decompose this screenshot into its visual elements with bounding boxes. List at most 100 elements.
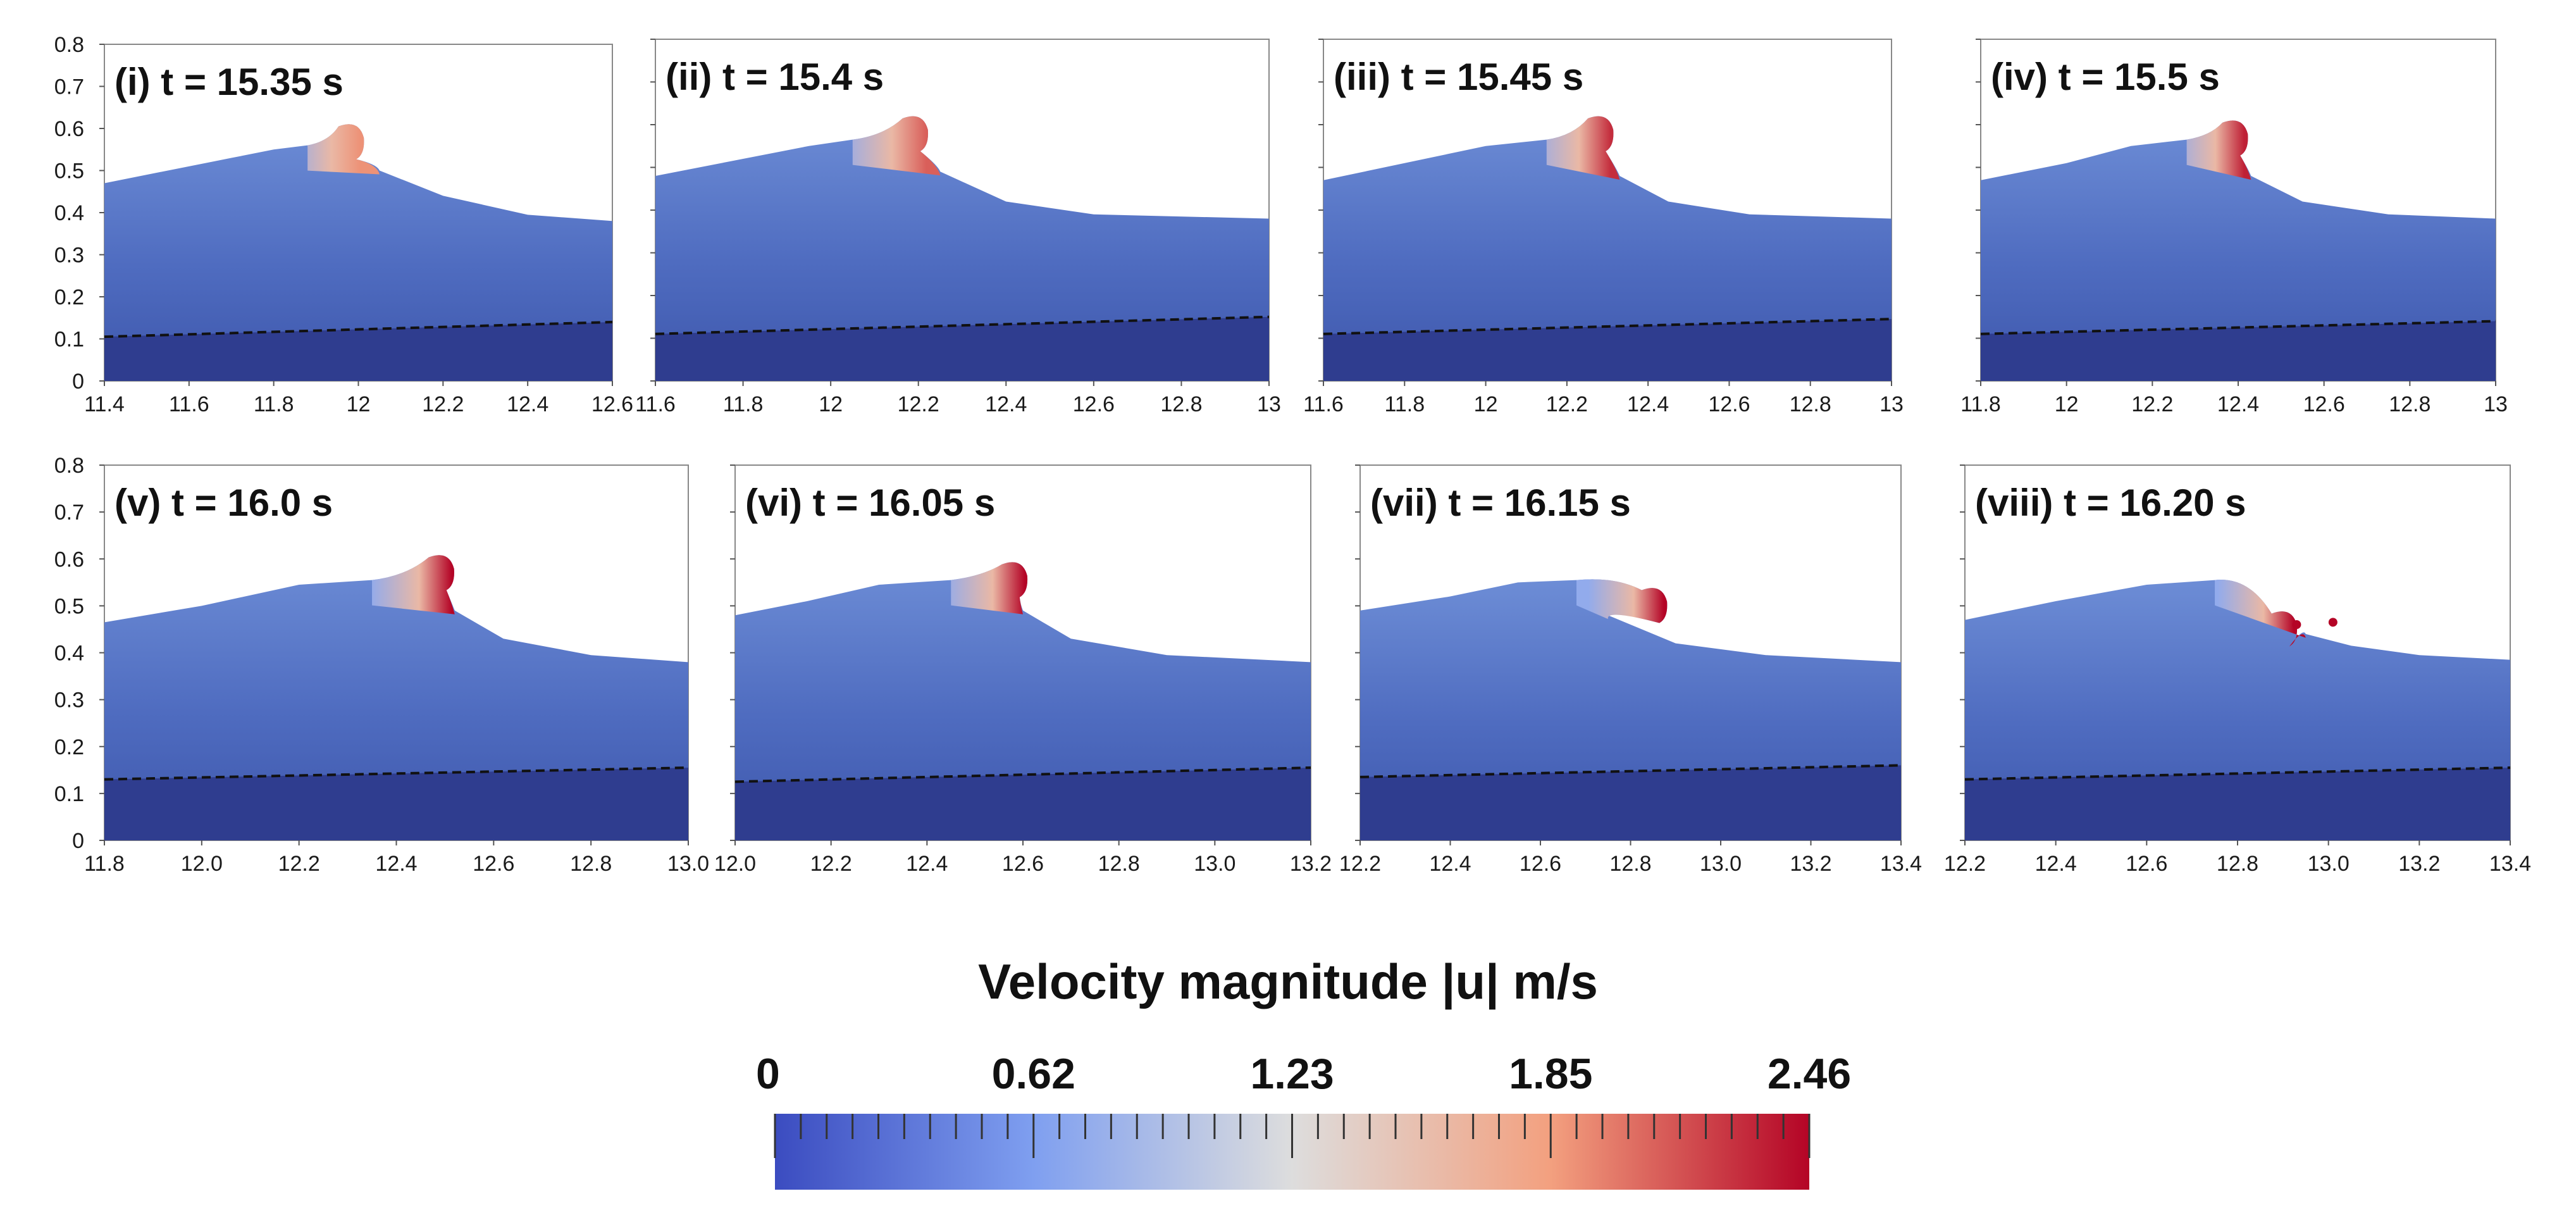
water-droplet [2292,620,2301,630]
panel-6: 12.0 12.2 12.4 12.6 12.8 13.0 13.2 (vi) t = 16.… [714,464,1332,876]
panel-5: 11.8 12.0 12.2 12.4 12.6 12.8 13.0 0 0.1 0.2 0.3 0.… [54,454,709,876]
colorbar-tick-label: 0.62 [992,1050,1075,1098]
panel-label: (viii) t = 16.20 s [1975,482,2246,524]
y-tick-label: 0.5 [54,594,84,618]
bed-dashed-line [1359,764,1902,778]
bed-dashed-line [655,315,1270,335]
y-tick-label: 0.5 [54,159,84,184]
y-tick-label: 0.4 [54,642,84,666]
wave-crest [2186,120,2251,180]
x-tick-label: 11.8 [723,392,764,416]
panel-1: 11.4 11.6 11.8 12 12.2 12.4 12.6 0 0.1 0.2 0.3 0.4 0… [54,33,633,416]
y-tick-label: 0.6 [54,547,84,571]
bottom-layer [1360,765,1901,840]
wave-crest [372,555,455,614]
panel-label: (ii) t = 15.4 s [666,56,884,98]
x-tick-label: 12.8 [570,852,612,876]
wave-crest [852,116,941,176]
panel-2: 11.6 11.8 12 12.2 12.4 12.6 12.8 13 (ii) t = 15.… [635,39,1281,416]
x-tick-label: 12.4 [375,852,417,876]
x-tick-label: 12.4 [906,852,948,876]
y-tick-label: 0.8 [54,33,84,57]
x-tick-label: 12.6 [591,392,633,416]
bed-dashed-line [734,766,1311,783]
x-tick-label: 12.2 [898,392,939,416]
panel-label: (v) t = 16.0 s [115,482,333,524]
x-tick-label: 12.4 [507,392,548,416]
panel-label: (vi) t = 16.05 s [745,482,995,524]
x-tick-label: 13.2 [1290,852,1332,876]
x-tick-label: 12.2 [278,852,320,876]
bottom-layer [1981,321,2496,381]
colorbar: Velocity magnitude |u| m/s 0 0.62 1.23 1.85… [756,954,1851,1190]
y-tick-label: 0.1 [54,328,84,352]
x-tick-label: 13.0 [2308,852,2350,876]
x-tick-label: 12.4 [2035,852,2077,876]
x-tick-label: 12.4 [1429,852,1471,876]
x-tick-label: 11.4 [84,392,125,416]
water-droplet [2328,618,2338,627]
x-tick-label: 13.4 [2489,852,2531,876]
water-body [1323,116,1892,382]
x-tick-label: 11.6 [635,392,676,416]
wave-crest [1546,116,1620,180]
x-tick-label: 11.6 [169,392,209,416]
wave-crest [307,124,380,175]
x-tick-label: 12.2 [810,852,852,876]
x-tick-label: 12.6 [1520,852,1561,876]
y-tick-label: 0.8 [54,454,84,478]
x-tick-label: 12.8 [2217,852,2258,876]
x-tick-label: 12.6 [2303,392,2345,416]
x-tick-label: 13.2 [2398,852,2440,876]
x-tick-label: 13 [1257,392,1281,416]
bottom-layer [655,316,1269,381]
x-tick-label: 12 [1474,392,1498,416]
panel-3: 11.6 11.8 12 12.2 12.4 12.6 12.8 13 (iii) t = 15… [1303,39,1904,416]
colorbar-tick-label: 2.46 [1768,1050,1851,1098]
x-tick-label: 13 [2484,392,2508,416]
x-tick-label: 12.2 [1546,392,1588,416]
panel-label: (i) t = 15.35 s [115,61,344,103]
y-tick-label: 0.1 [54,782,84,806]
bottom-layer [104,768,688,840]
x-tick-label: 12.2 [1944,852,1986,876]
bed-dashed-line [1980,320,2496,335]
y-tick-label: 0.2 [54,735,84,759]
bottom-layer [1323,319,1892,381]
x-tick-label: 11.8 [1960,392,2001,416]
x-tick-label: 12 [2055,392,2079,416]
bottom-layer [735,768,1311,840]
y-tick-label: 0 [72,370,84,394]
y-tick-label: 0.4 [54,201,84,225]
x-tick-label: 13.0 [667,852,709,876]
water-body [655,116,1269,382]
x-tick-label: 11.8 [84,852,125,876]
water-body [104,124,612,381]
x-tick-label: 11.6 [1303,392,1344,416]
wave-crest [951,562,1028,614]
panel-label: (iii) t = 15.45 s [1334,56,1583,98]
x-tick-label: 12.6 [2126,852,2167,876]
x-tick-label: 12.2 [2131,392,2173,416]
x-tick-label: 12.4 [2217,392,2259,416]
colorbar-title: Velocity magnitude |u| m/s [978,954,1598,1009]
y-tick-label: 0.6 [54,117,84,141]
x-tick-label: 12.8 [1098,852,1140,876]
panel-4: 11.8 12 12.2 12.4 12.6 12.8 13 (iv) t = 15.5 s [1960,39,2508,416]
y-tick-label: 0.7 [54,75,84,99]
water-body [104,555,688,840]
x-tick-label: 12.8 [1160,392,1202,416]
x-tick-label: 12.4 [985,392,1027,416]
x-tick-label: 13.2 [1790,852,1831,876]
bottom-layer [104,321,612,381]
x-tick-label: 12.8 [1609,852,1651,876]
x-tick-label: 12.0 [181,852,223,876]
bottom-layer [1965,768,2510,840]
panel-label: (vii) t = 16.15 s [1370,482,1631,524]
x-tick-label: 12.2 [1339,852,1381,876]
x-tick-label: 12.8 [1790,392,1831,416]
bed-dashed-line [1323,318,1892,335]
colorbar-tick-label: 1.85 [1509,1050,1592,1098]
x-tick-label: 11.8 [254,392,294,416]
